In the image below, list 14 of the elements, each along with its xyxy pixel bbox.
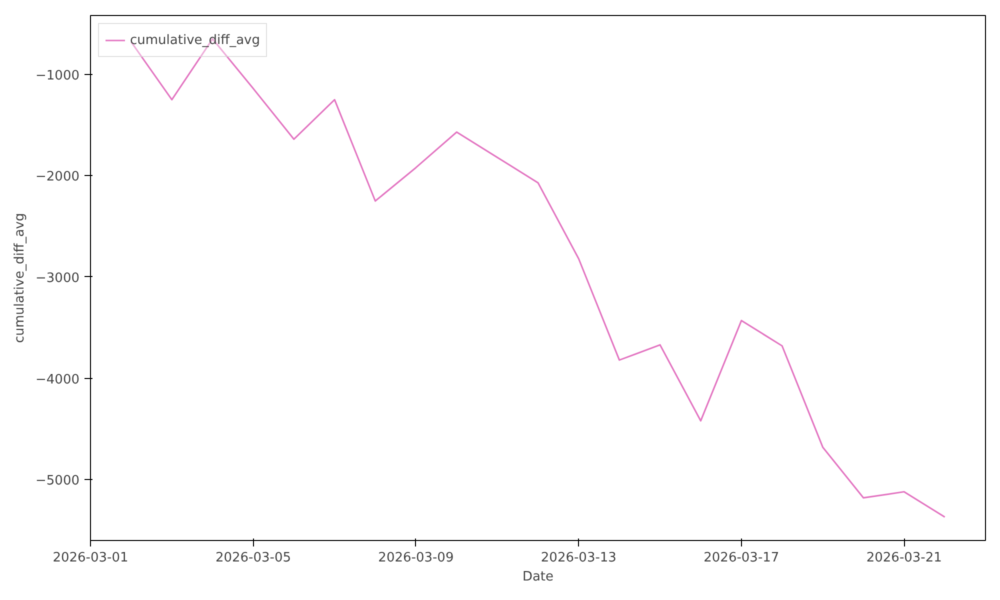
legend-label: cumulative_diff_avg xyxy=(130,32,260,48)
y-tick-label: −5000 xyxy=(36,474,80,489)
x-tick-label: 2026-03-05 xyxy=(215,550,292,566)
y-axis-title: cumulative_diff_avg xyxy=(12,213,28,343)
x-tick-label: 2026-03-21 xyxy=(866,550,942,566)
y-tick-label: −4000 xyxy=(36,372,80,388)
y-tick-label: −3000 xyxy=(36,270,80,286)
y-tick-label: −1000 xyxy=(36,68,80,84)
x-axis-title: Date xyxy=(522,570,554,584)
y-tick-label: −2000 xyxy=(36,170,80,185)
x-tick-label: 2026-03-17 xyxy=(704,550,780,566)
x-tick-label: 2026-03-13 xyxy=(540,550,616,566)
x-tick-label: 2026-03-09 xyxy=(378,550,454,566)
x-tick-label: 2026-03-01 xyxy=(52,550,128,566)
